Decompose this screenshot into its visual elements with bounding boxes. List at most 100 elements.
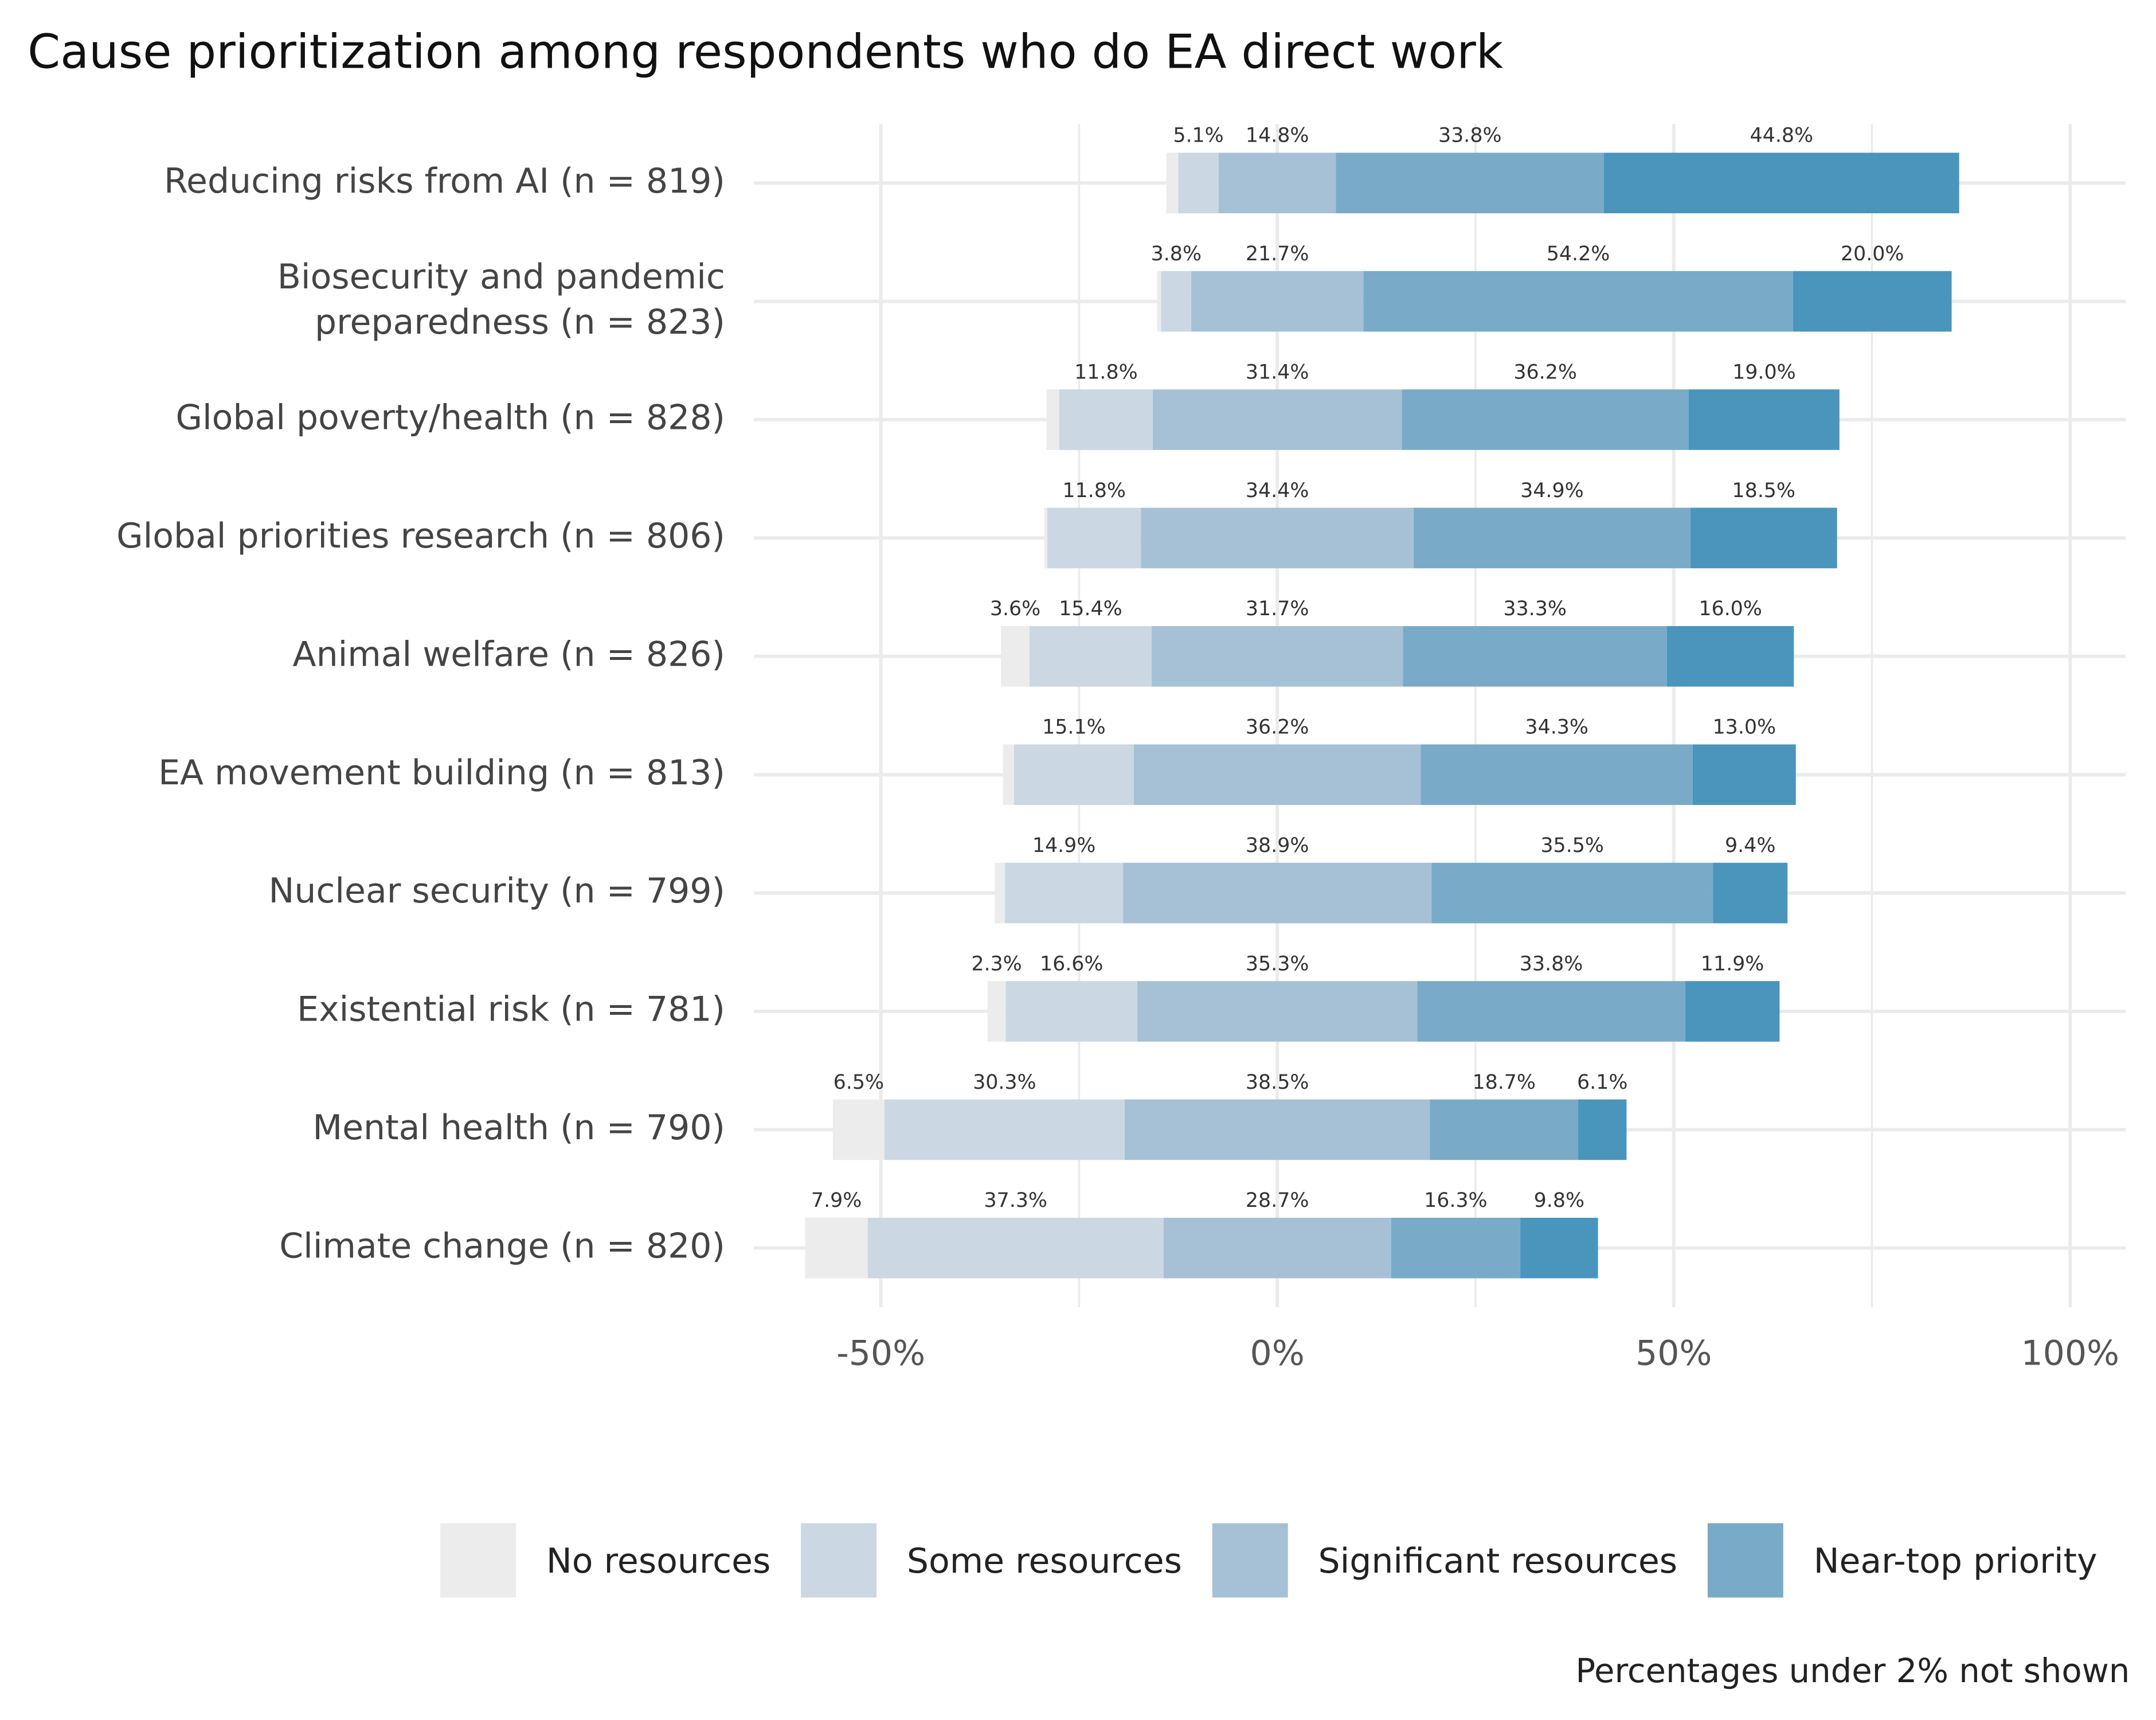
bar-segment [1690, 507, 1837, 569]
data-label: 33.8% [1438, 124, 1502, 147]
data-label: 37.3% [984, 1189, 1047, 1212]
y-tick-label: Nuclear security (n = 799) [268, 871, 725, 911]
data-label: 35.3% [1246, 952, 1309, 975]
bar-segment [1689, 389, 1840, 450]
y-tick-label: Animal welfare (n = 826) [293, 634, 725, 674]
bar-segment [1604, 153, 1959, 213]
data-label: 14.8% [1246, 124, 1309, 147]
data-label: 20.0% [1841, 243, 1904, 265]
bar-segment [1005, 981, 1138, 1042]
data-label: 3.6% [990, 597, 1040, 620]
data-label: 9.4% [1725, 834, 1775, 857]
data-label: 18.5% [1732, 479, 1795, 502]
x-tick-label: 100% [2021, 1334, 2120, 1374]
data-label: 11.8% [1062, 479, 1126, 502]
data-label: 2.3% [971, 952, 1022, 975]
data-label: 34.3% [1525, 716, 1588, 739]
bar-segment [995, 862, 1005, 924]
data-label: 28.7% [1246, 1189, 1309, 1212]
bar-segment [805, 1218, 868, 1279]
bar-segment [1124, 1099, 1430, 1160]
bar-segment [1430, 1099, 1579, 1160]
bar-segment [1151, 626, 1403, 687]
bar-segment [1431, 862, 1713, 924]
bar-segment [1417, 981, 1685, 1042]
data-label: 31.7% [1246, 597, 1309, 620]
bar-segment [1391, 1218, 1521, 1279]
data-label: 15.4% [1059, 597, 1122, 620]
data-label: 9.8% [1534, 1189, 1584, 1212]
bar-segment [1403, 626, 1667, 687]
bar-segment [1059, 389, 1153, 450]
data-label: 19.0% [1732, 361, 1796, 384]
data-label: 44.8% [1750, 124, 1814, 147]
data-label: 54.2% [1547, 243, 1610, 265]
bar-segment [1178, 153, 1219, 213]
bar-segment [1713, 862, 1788, 924]
bar-segment [1166, 153, 1179, 213]
data-label: 38.5% [1246, 1071, 1309, 1094]
bar-segment [1029, 626, 1152, 687]
bar-segment [1191, 271, 1364, 332]
data-label: 14.9% [1032, 834, 1096, 857]
data-label: 6.5% [834, 1071, 884, 1094]
data-label: 33.8% [1520, 952, 1583, 975]
bar-segment [1153, 389, 1402, 450]
bar-segment [1137, 981, 1418, 1042]
chart-title: Cause prioritization among respondents w… [28, 25, 1504, 79]
bar-segment [1141, 507, 1414, 569]
x-tick-label: -50% [836, 1334, 925, 1374]
bar-segment [1005, 862, 1124, 924]
bar-segment [1414, 507, 1691, 569]
legend-swatch [440, 1523, 516, 1598]
bar-segment [1520, 1218, 1598, 1279]
data-label: 18.7% [1472, 1071, 1536, 1094]
y-tick-label: Existential risk (n = 781) [297, 990, 725, 1030]
legend-label: Near-top priority [1814, 1541, 2098, 1581]
bar-segment [884, 1099, 1125, 1160]
bar-segment [1692, 744, 1796, 805]
y-tick-label: Biosecurity and pandemic preparedness (n … [277, 257, 725, 342]
legend-swatch [1212, 1523, 1288, 1598]
data-label: 3.8% [1151, 243, 1202, 265]
data-label: 30.3% [973, 1071, 1036, 1094]
bar-segment [1578, 1099, 1627, 1160]
data-label: 34.4% [1246, 479, 1309, 502]
bar-segment [1003, 744, 1014, 805]
data-label: 21.7% [1246, 243, 1309, 265]
y-tick-label: Climate change (n = 820) [279, 1226, 725, 1266]
data-label: 16.3% [1424, 1189, 1488, 1212]
y-tick-label: Global priorities research (n = 806) [116, 516, 725, 556]
bar-segment [1685, 981, 1780, 1042]
bar-segment [1044, 507, 1048, 569]
data-label: 34.9% [1520, 479, 1584, 502]
bar-segment [1218, 153, 1336, 213]
bar-segment [1047, 507, 1141, 569]
bar-segment [1163, 1218, 1391, 1279]
data-label: 6.1% [1577, 1071, 1627, 1094]
data-label: 38.9% [1246, 834, 1309, 857]
legend-swatch [801, 1523, 877, 1598]
data-label: 15.1% [1042, 716, 1106, 739]
data-label: 11.8% [1074, 361, 1138, 384]
bar-segment [1402, 389, 1689, 450]
bar-segment [1157, 271, 1161, 332]
y-tick-label: Global poverty/health (n = 828) [176, 398, 725, 438]
bar-segment [832, 1099, 885, 1160]
bar-segment [1666, 626, 1794, 687]
bar-segment [1001, 626, 1030, 687]
legend-swatch [1707, 1523, 1783, 1598]
bar-segment [867, 1218, 1164, 1279]
data-label: 13.0% [1713, 716, 1777, 739]
data-label: 35.5% [1540, 834, 1604, 857]
data-label: 36.2% [1246, 716, 1309, 739]
bar-segment [1014, 744, 1134, 805]
bar-segment [1421, 744, 1693, 805]
bar-segment [987, 981, 1006, 1042]
data-label: 16.0% [1699, 597, 1762, 620]
y-tick-label: Reducing risks from AI (n = 819) [164, 161, 725, 201]
legend-label: Significant resources [1318, 1541, 1677, 1581]
legend-label: No resources [546, 1541, 770, 1581]
bar-segment [1133, 744, 1421, 805]
